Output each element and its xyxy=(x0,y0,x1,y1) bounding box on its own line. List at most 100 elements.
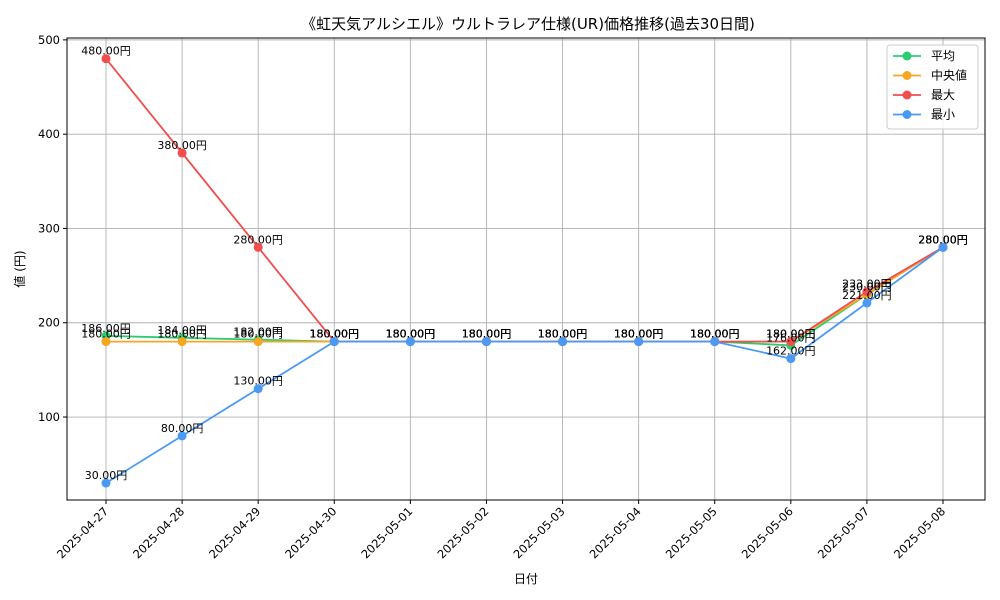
data-point xyxy=(786,337,796,347)
data-label: 180.00円 xyxy=(462,328,512,341)
data-label: 180.00円 xyxy=(614,328,664,341)
data-label: 180.00円 xyxy=(538,328,588,341)
data-point xyxy=(481,337,491,347)
data-point xyxy=(634,337,644,347)
plot-frame xyxy=(66,37,986,501)
series-line-3 xyxy=(105,246,944,484)
x-tick-label: 2025-05-07 xyxy=(815,504,872,561)
data-label: 180.00円 xyxy=(157,328,207,341)
data-label: 180.00円 xyxy=(386,328,436,341)
data-label: 180.00円 xyxy=(310,328,360,341)
legend-swatch-marker xyxy=(902,51,912,61)
y-tick-label: 100 xyxy=(38,410,60,424)
x-tick-label: 2025-05-04 xyxy=(587,504,644,561)
data-label: 180.00円 xyxy=(690,328,740,341)
y-axis-label: 値 (円) xyxy=(12,250,27,287)
series-line-2 xyxy=(105,58,944,343)
data-label: 180.00円 xyxy=(690,328,740,341)
data-label: 180.00円 xyxy=(386,328,436,341)
data-point xyxy=(253,384,263,394)
legend-swatch-marker xyxy=(902,71,912,80)
data-label: 180.00円 xyxy=(766,328,816,341)
x-tick-label: 2025-04-27 xyxy=(54,504,111,561)
data-point xyxy=(405,337,415,347)
data-label: 221.00円 xyxy=(842,289,892,302)
data-label: 180.00円 xyxy=(386,328,436,341)
y-tick-label: 500 xyxy=(38,33,60,47)
data-point xyxy=(101,54,111,64)
data-point xyxy=(558,337,568,347)
data-label: 180.00円 xyxy=(310,328,360,341)
data-label: 80.00円 xyxy=(161,422,204,435)
chart-title: 《虹天気アルシエル》ウルトラレア仕様(UR)価格推移(過去30日間) xyxy=(301,15,755,33)
data-labels: 186.00円 184.00円 182.00円 180.00円 180.00円 180.0… xyxy=(81,45,968,482)
data-label: 180.00円 xyxy=(462,328,512,341)
series-line-0 xyxy=(105,246,944,347)
data-label: 184.00円 xyxy=(157,324,207,337)
data-label: 280.00円 xyxy=(918,233,968,246)
legend-entry-label: 平均 xyxy=(931,49,955,63)
data-label: 180.00円 xyxy=(81,328,131,341)
x-tick-label: 2025-04-28 xyxy=(130,504,187,561)
data-label: 180.00円 xyxy=(766,328,816,341)
legend-swatch-marker xyxy=(902,110,912,119)
data-label: 180.00円 xyxy=(310,328,360,341)
data-label: 180.00円 xyxy=(386,328,436,341)
data-label: 280.00円 xyxy=(918,233,968,246)
data-label: 176.00円 xyxy=(766,331,816,344)
data-label: 280.00円 xyxy=(918,233,968,246)
data-label: 130.00円 xyxy=(233,375,283,388)
data-label: 180.00円 xyxy=(310,328,360,341)
data-label: 182.00円 xyxy=(233,326,283,339)
data-point xyxy=(862,298,872,308)
data-point xyxy=(177,431,187,441)
data-point xyxy=(101,478,111,488)
data-label: 180.00円 xyxy=(614,328,664,341)
x-tick-label: 2025-05-03 xyxy=(511,504,568,561)
data-label: 180.00円 xyxy=(538,328,588,341)
x-axis-ticks: 2025-04-27 2025-04-28 2025-04-29 2025-04-30… xyxy=(54,500,948,561)
data-label: 180.00円 xyxy=(538,328,588,341)
data-label: 180.00円 xyxy=(462,328,512,341)
x-axis-label: 日付 xyxy=(514,572,538,586)
y-axis-ticks: 100 200 300 400 500 xyxy=(38,33,67,424)
data-label: 230.00円 xyxy=(842,280,892,293)
data-point xyxy=(862,287,872,297)
y-tick-label: 300 xyxy=(38,221,60,235)
data-point xyxy=(177,337,187,347)
data-label: 180.00円 xyxy=(614,328,664,341)
data-label: 230.00円 xyxy=(842,280,892,293)
series-lines xyxy=(101,54,948,488)
y-tick-label: 400 xyxy=(38,127,60,141)
data-label: 180.00円 xyxy=(690,328,740,341)
data-label: 180.00円 xyxy=(538,328,588,341)
data-label: 233.00円 xyxy=(842,278,892,291)
data-label: 180.00円 xyxy=(233,328,283,341)
x-tick-label: 2025-04-29 xyxy=(206,504,263,561)
y-tick-label: 200 xyxy=(38,316,60,330)
data-point xyxy=(710,337,720,347)
data-label: 480.00円 xyxy=(81,45,131,58)
grid xyxy=(67,38,985,500)
legend-swatch-marker xyxy=(902,90,912,100)
legend-entry-label: 中央値 xyxy=(931,68,967,83)
data-point xyxy=(329,337,339,347)
data-label: 180.00円 xyxy=(614,328,664,341)
data-point xyxy=(253,337,263,347)
data-label: 280.00円 xyxy=(918,233,968,246)
data-label: 186.00円 xyxy=(81,322,131,335)
data-label: 180.00円 xyxy=(690,328,740,341)
x-tick-label: 2025-04-30 xyxy=(282,504,339,561)
data-point xyxy=(786,354,796,364)
x-tick-label: 2025-05-06 xyxy=(739,504,796,561)
data-point xyxy=(253,242,263,252)
x-tick-label: 2025-05-02 xyxy=(434,504,491,561)
data-label: 280.00円 xyxy=(233,233,283,246)
data-label: 180.00円 xyxy=(462,328,512,341)
x-tick-label: 2025-05-01 xyxy=(358,504,415,561)
data-label: 380.00円 xyxy=(157,139,207,152)
data-point xyxy=(938,242,948,252)
